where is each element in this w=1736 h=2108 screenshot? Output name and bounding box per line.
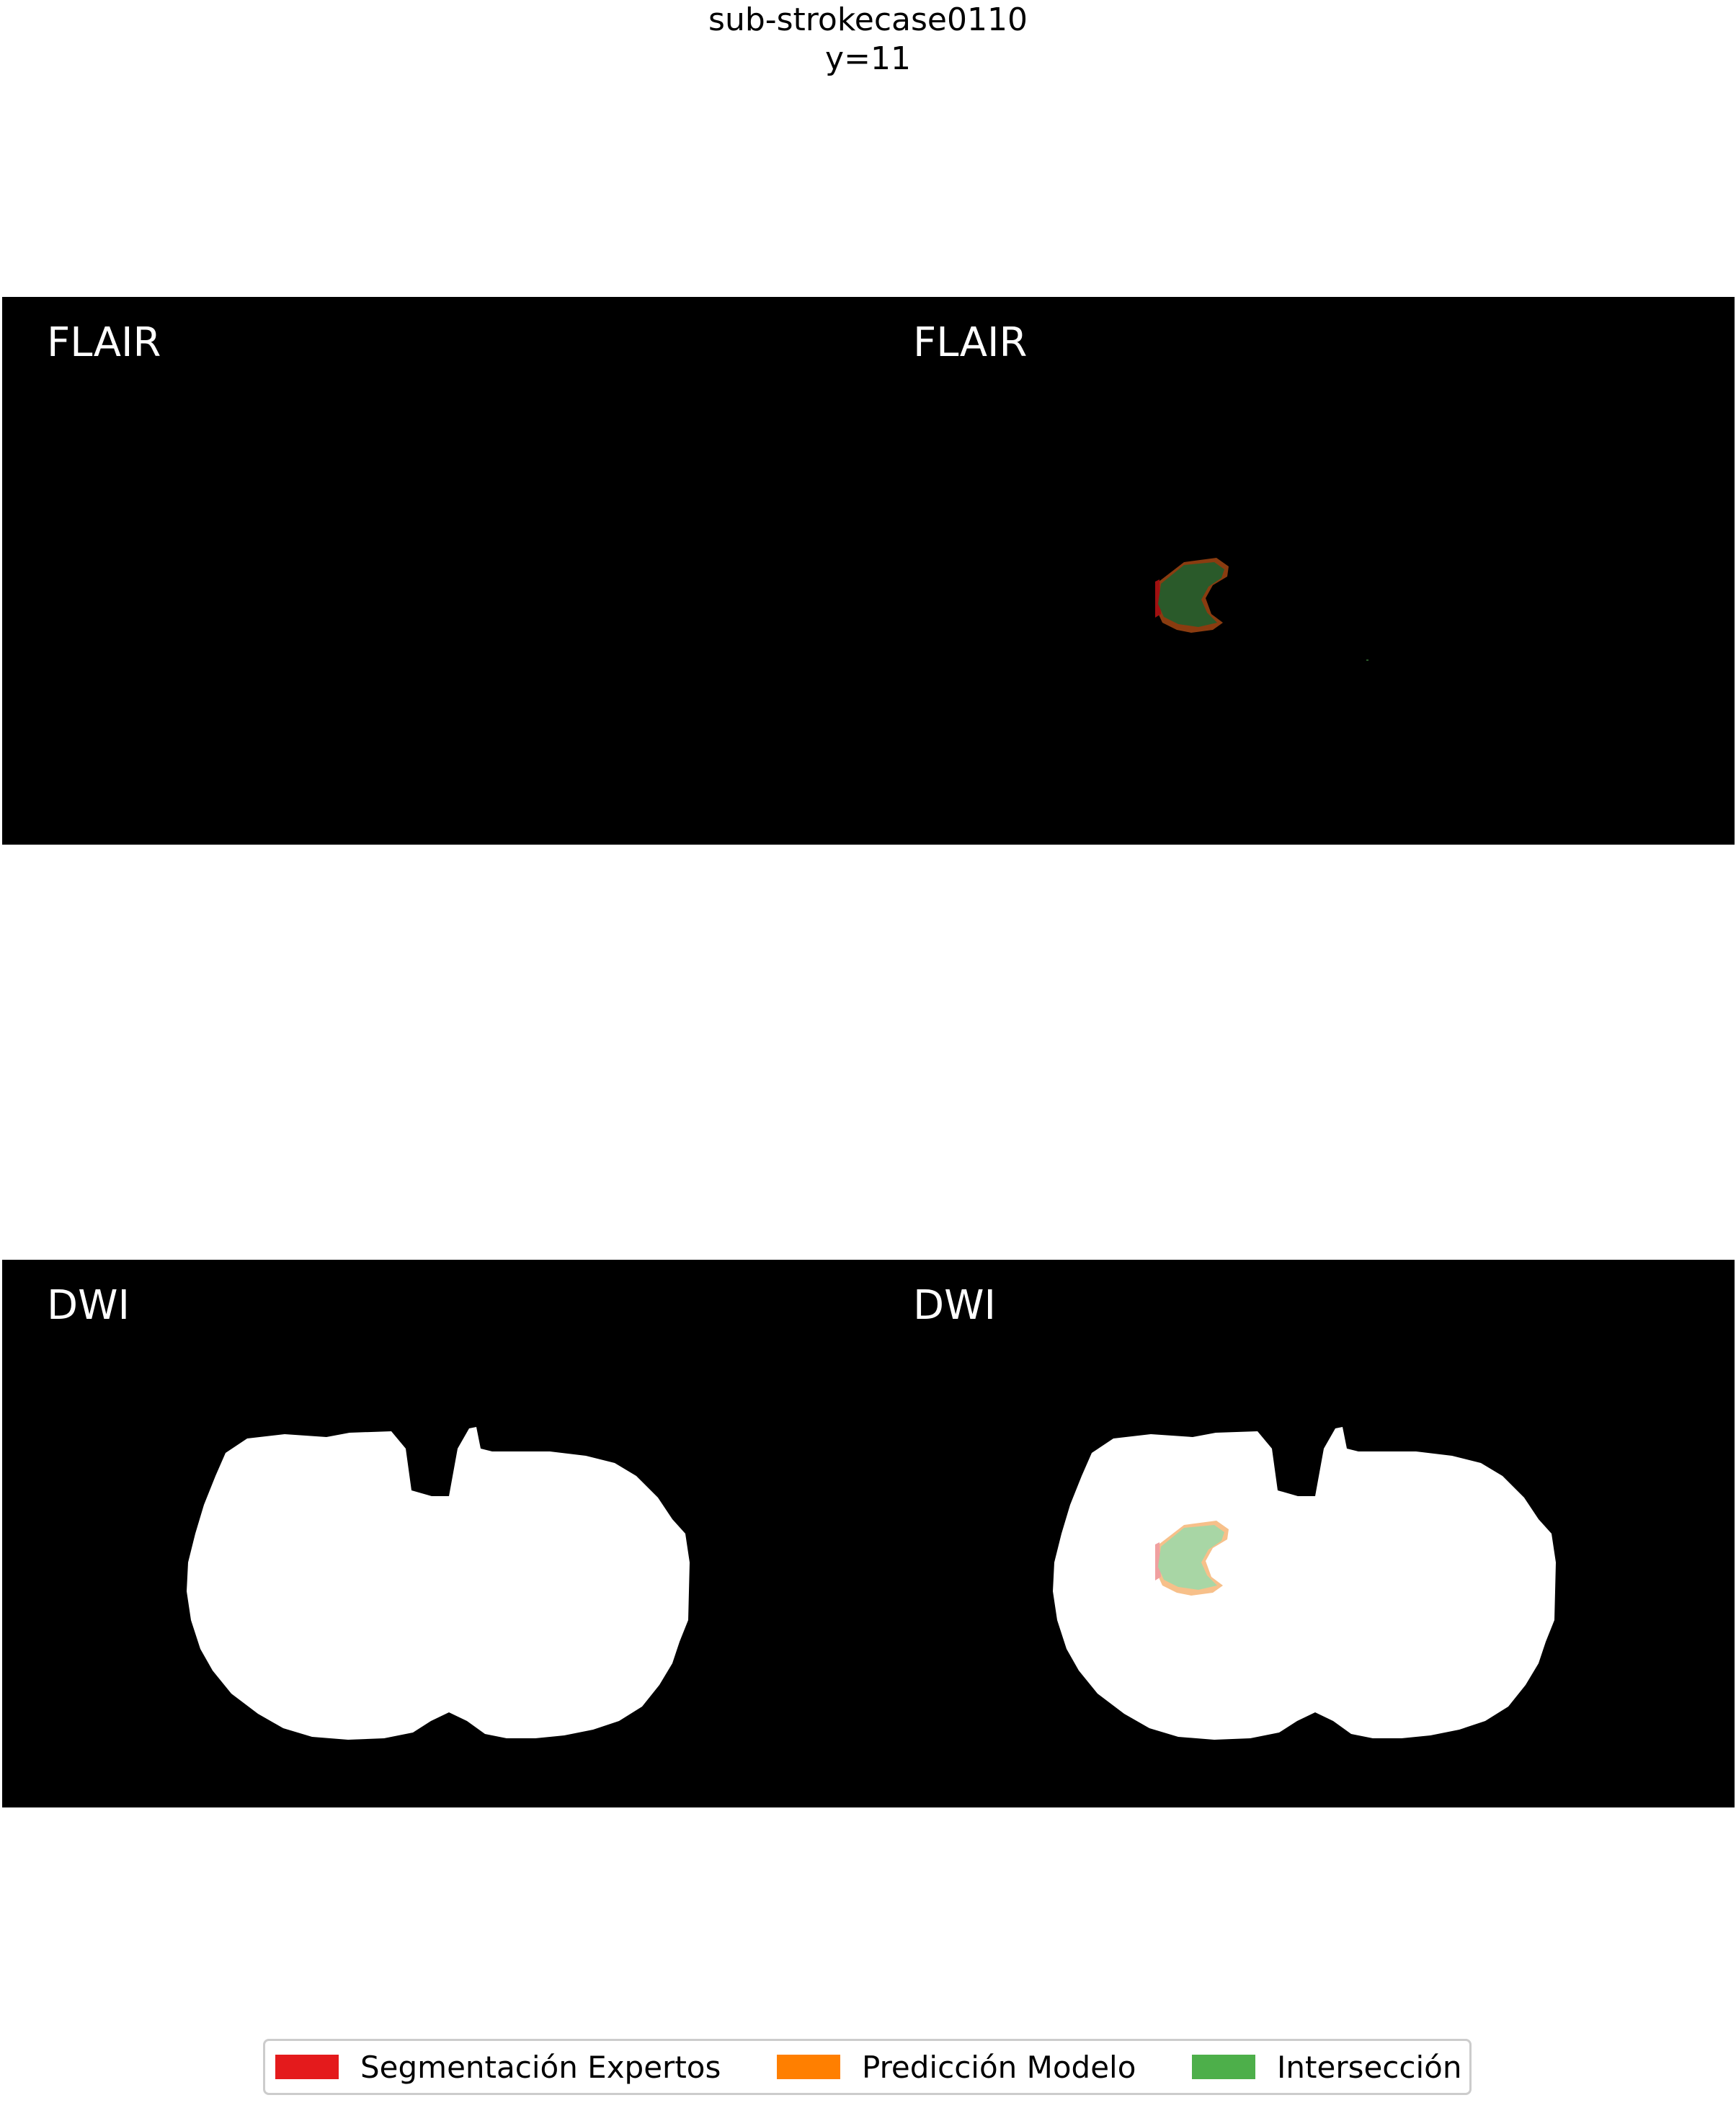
legend-swatch-expert (275, 2055, 339, 2079)
legend-label-intersection: Intersección (1277, 2049, 1462, 2085)
legend-swatch-intersection (1192, 2055, 1255, 2079)
dwi-image (2, 1260, 1735, 1807)
legend-label-expert: Segmentación Expertos (360, 2049, 721, 2085)
flair-panel: FLAIR FLAIR (2, 297, 1735, 845)
legend-swatch-prediction (777, 2055, 840, 2079)
flair-right-label: FLAIR (913, 319, 1028, 366)
dwi-panel: DWI DWI (2, 1260, 1735, 1807)
figure-subject-title: sub-strokecase0110 (708, 1, 1028, 38)
figure-slice-title: y=11 (825, 40, 911, 77)
dwi-right-label: DWI (913, 1282, 997, 1329)
flair-left-label: FLAIR (47, 319, 161, 366)
legend-item-intersection: Intersección (1192, 2041, 1461, 2093)
dwi-left-label: DWI (47, 1282, 130, 1329)
dwi-intersection-overlay (1158, 1525, 1224, 1590)
flair-expert-overlay (1155, 579, 1161, 618)
legend-item-expert: Segmentación Expertos (275, 2041, 721, 2093)
legend: Segmentación Expertos Predicción Modelo … (263, 2039, 1472, 2095)
flair-image (2, 297, 1735, 845)
legend-label-prediction: Predicción Modelo (862, 2049, 1136, 2085)
legend-item-prediction: Predicción Modelo (777, 2041, 1136, 2093)
dwi-expert-overlay (1155, 1542, 1161, 1580)
flair-intersection-overlay (1158, 562, 1224, 627)
